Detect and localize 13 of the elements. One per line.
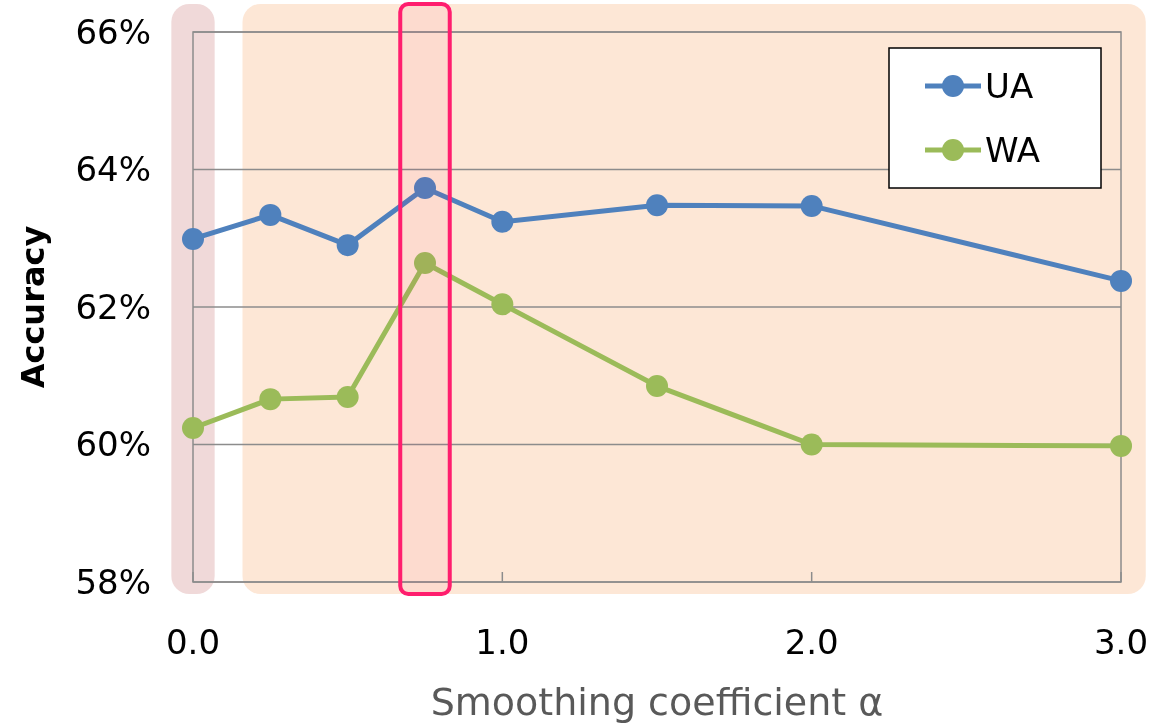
y-tick-label: 60% (75, 424, 151, 465)
y-tick-label: 58% (75, 561, 151, 602)
y-tick-label: 62% (75, 286, 151, 327)
x-tick-label: 2.0 (784, 622, 839, 662)
x-tick-label: 0.0 (165, 622, 221, 662)
legend-label: UA (985, 65, 1034, 106)
x-tick-label: 3.0 (1093, 622, 1149, 662)
x-tick-label: 1.0 (475, 622, 530, 662)
y-axis-title: Accuracy (14, 225, 52, 389)
y-tick-label: 64% (75, 149, 151, 190)
x-axis-title: Smoothing coefficient α (430, 680, 884, 724)
legend-label: WA (985, 129, 1041, 170)
y-tick-label: 66% (75, 11, 151, 52)
